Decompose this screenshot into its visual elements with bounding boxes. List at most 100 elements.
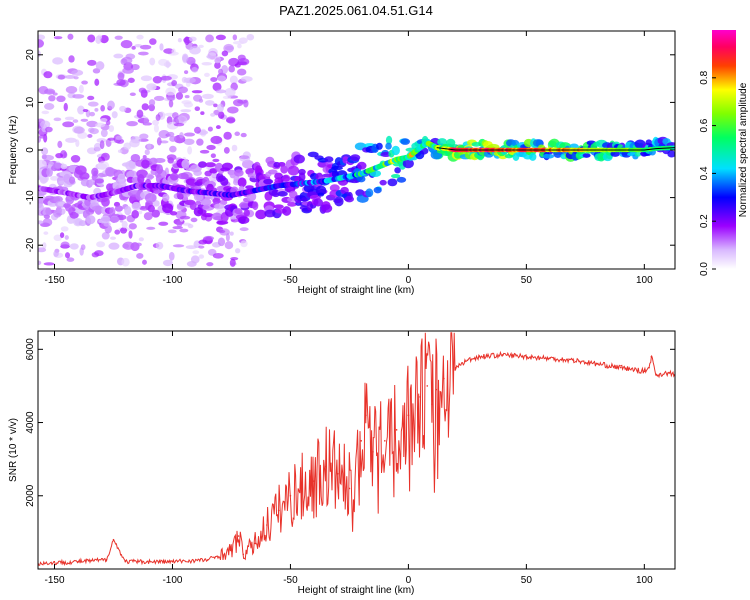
heatmap-cell [45, 207, 52, 215]
heatmap-noise-cell [187, 223, 194, 229]
heatmap-cell [181, 159, 190, 169]
heatmap-noise-cell [229, 231, 234, 236]
heatmap-cell [101, 206, 108, 215]
heatmap-cell [301, 197, 308, 202]
heatmap-cell [60, 163, 68, 170]
snr-point [419, 396, 422, 398]
heatmap-noise-cell [153, 95, 165, 101]
heatmap-noise-cell [94, 78, 100, 87]
x-tick-label: 100 [636, 275, 653, 286]
x-tick-label: 50 [521, 575, 533, 586]
heatmap-noise-cell [38, 39, 44, 48]
heatmap-cell [38, 203, 44, 212]
snr-point [384, 440, 386, 442]
heatmap-noise-cell [64, 235, 69, 240]
heatmap-noise-cell [123, 142, 132, 150]
heatmap-noise-cell [59, 232, 65, 238]
heatmap-noise-cell [212, 158, 220, 163]
heatmap-noise-cell [120, 40, 133, 49]
heatmap-noise-cell [44, 88, 56, 95]
heatmap-cell [177, 172, 189, 180]
heatmap-noise-cell [173, 122, 185, 127]
heatmap-noise-cell [171, 112, 179, 120]
heatmap-noise-cell [204, 100, 215, 106]
heatmap-noise-cell [77, 105, 85, 115]
heatmap-noise-cell [232, 40, 245, 45]
heatmap-noise-cell [99, 118, 108, 123]
heatmap-noise-cell [114, 35, 123, 40]
heatmap-noise-cell [119, 105, 127, 112]
ridge-line [436, 147, 675, 151]
heatmap-cell [197, 208, 207, 215]
heatmap-cell [162, 203, 174, 214]
heatmap-noise-cell [121, 220, 128, 229]
heatmap-noise-cell [86, 120, 98, 128]
heatmap-cell [136, 169, 148, 179]
heatmap-noise-cell [207, 126, 213, 132]
heatmap-noise-cell [136, 109, 144, 119]
heatmap-noise-cell [159, 43, 164, 51]
heatmap-noise-cell [179, 132, 184, 139]
y-tick-label: 6000 [25, 338, 36, 361]
heatmap-noise-cell [179, 228, 189, 233]
heatmap-noise-cell [139, 133, 149, 140]
heatmap-cell [169, 211, 178, 216]
heatmap-noise-cell [218, 68, 223, 75]
heatmap-cell [267, 169, 278, 175]
heatmap-cell [396, 176, 407, 183]
colorbar-tick-label: 0.6 [699, 118, 710, 132]
heatmap-cell [282, 174, 291, 182]
x-tick-label: -100 [162, 575, 182, 586]
heatmap-cell [263, 178, 274, 185]
heatmap-noise-cell [53, 234, 63, 242]
snr-point [336, 473, 339, 475]
heatmap-cell [298, 172, 306, 182]
heatmap-cell [198, 161, 207, 168]
heatmap-noise-cell [57, 74, 66, 80]
heatmap-noise-cell [140, 75, 153, 82]
heatmap-noise-cell [169, 145, 177, 153]
heatmap-noise-cell [81, 80, 88, 85]
heatmap-cell [124, 205, 132, 216]
heatmap-noise-cell [223, 147, 230, 154]
heatmap-noise-cell [198, 245, 205, 249]
snr-point [112, 538, 115, 541]
heatmap-cell [167, 157, 174, 164]
heatmap-noise-cell [180, 109, 192, 113]
heatmap-noise-cell [48, 95, 56, 102]
heatmap-noise-cell [158, 221, 169, 226]
snr-point [360, 440, 363, 442]
heatmap-noise-cell [73, 126, 85, 134]
heatmap-noise-cell [155, 241, 164, 250]
heatmap-noise-cell [131, 45, 136, 50]
heatmap-noise-cell [168, 251, 175, 261]
heatmap-cell [357, 161, 367, 170]
heatmap-noise-cell [169, 135, 177, 142]
heatmap-cell [315, 185, 327, 196]
heatmap-noise-cell [187, 146, 193, 155]
heatmap-noise-cell [135, 242, 142, 247]
heatmap-noise-cell [217, 103, 224, 113]
heatmap-cell [43, 214, 50, 219]
heatmap-noise-cell [237, 43, 242, 49]
heatmap-cell [105, 167, 116, 177]
colorbar-tick-label: 0.2 [699, 214, 710, 228]
heatmap-cell [237, 177, 247, 188]
snr-point [277, 509, 280, 512]
heatmap-noise-cell [152, 119, 159, 126]
heatmap-noise-cell [38, 247, 47, 253]
heatmap-cell [324, 156, 334, 163]
heatmap-noise-cell [129, 92, 136, 96]
heatmap-noise-cell [226, 116, 236, 124]
heatmap-noise-cell [43, 71, 53, 79]
heatmap-cell [385, 142, 392, 150]
top-x-axis-label: Height of straight line (km) [298, 285, 415, 296]
heatmap-noise-cell [229, 258, 236, 267]
heatmap-noise-cell [128, 223, 137, 230]
heatmap-noise-cell [52, 92, 58, 96]
heatmap-cell [153, 158, 166, 164]
heatmap-noise-cell [203, 235, 215, 241]
heatmap-noise-cell [217, 237, 226, 247]
heatmap-noise-cell [168, 99, 174, 108]
heatmap-cell [529, 152, 537, 161]
